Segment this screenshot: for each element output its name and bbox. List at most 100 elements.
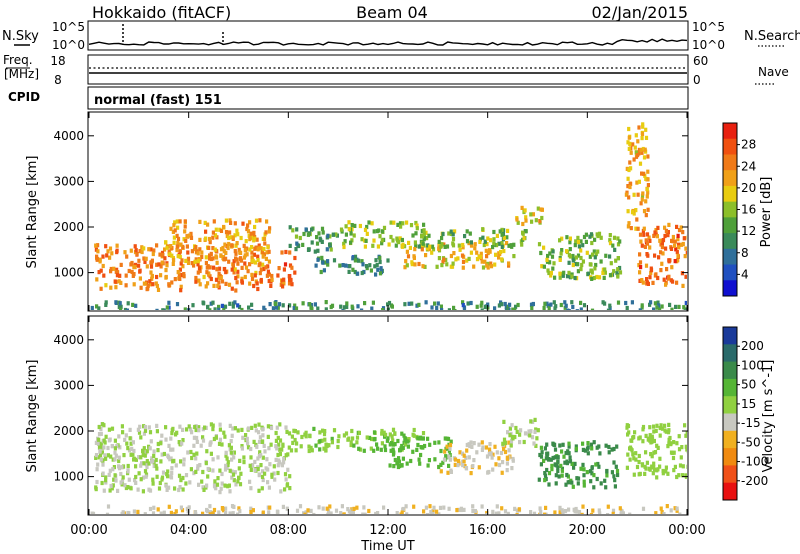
heatmap-cell bbox=[635, 217, 639, 222]
heatmap-cell bbox=[390, 434, 394, 439]
x-tick-label: 12:00 bbox=[369, 523, 406, 538]
heatmap-cell bbox=[193, 510, 198, 514]
heatmap-cell bbox=[155, 423, 159, 428]
heatmap-cell bbox=[546, 253, 550, 259]
heatmap-cell bbox=[196, 251, 200, 256]
heatmap-cell bbox=[147, 247, 151, 252]
heatmap-cell bbox=[648, 245, 652, 250]
heatmap-cell bbox=[646, 154, 650, 159]
heatmap-cell bbox=[201, 485, 205, 490]
heatmap-cell bbox=[283, 487, 287, 492]
heatmap-cell bbox=[241, 221, 245, 226]
heatmap-cell bbox=[481, 227, 485, 232]
colorbar-tick-label: 20 bbox=[741, 181, 756, 195]
heatmap-cell bbox=[94, 243, 98, 248]
heatmap-cell bbox=[170, 253, 174, 258]
heatmap-cell bbox=[244, 433, 248, 438]
heatmap-cell bbox=[260, 486, 264, 491]
heatmap-cell bbox=[200, 254, 204, 259]
heatmap-cell bbox=[501, 441, 505, 446]
heatmap-cell bbox=[248, 281, 252, 286]
heatmap-cell bbox=[601, 270, 605, 275]
heatmap-cell bbox=[230, 475, 234, 480]
heatmap-cell bbox=[121, 510, 125, 514]
heatmap-cell bbox=[567, 507, 571, 512]
heatmap-cell bbox=[488, 248, 492, 253]
heatmap-cell bbox=[111, 483, 115, 488]
heatmap-cell bbox=[489, 451, 493, 456]
heatmap-cell bbox=[250, 245, 254, 250]
heatmap-cell bbox=[452, 251, 456, 256]
heatmap-cell bbox=[192, 452, 196, 457]
heatmap-cell bbox=[502, 235, 506, 241]
heatmap-cell bbox=[592, 440, 596, 445]
heatmap-cell bbox=[478, 237, 482, 242]
heatmap-cell bbox=[618, 506, 622, 511]
heatmap-cell bbox=[294, 247, 298, 252]
heatmap-cell bbox=[258, 435, 262, 440]
heatmap-cell bbox=[592, 473, 596, 478]
heatmap-cell bbox=[251, 258, 255, 263]
heatmap-cell bbox=[327, 443, 331, 448]
heatmap-cell bbox=[321, 428, 325, 433]
heatmap-cell bbox=[471, 508, 475, 514]
heatmap-cell bbox=[655, 234, 659, 239]
heatmap-cell bbox=[312, 426, 316, 431]
heatmap-cell bbox=[324, 300, 328, 305]
heatmap-cell bbox=[391, 427, 396, 432]
heatmap-cell bbox=[457, 458, 461, 464]
heatmap-cell bbox=[418, 461, 422, 466]
heatmap-cell bbox=[184, 473, 189, 478]
heatmap-cell bbox=[524, 215, 528, 220]
heatmap-cell bbox=[244, 265, 249, 270]
heatmap-cell bbox=[160, 477, 164, 482]
heatmap-cell bbox=[579, 248, 583, 253]
heatmap-cell bbox=[484, 445, 488, 450]
heatmap-cell bbox=[503, 509, 508, 514]
heatmap-cell bbox=[347, 227, 351, 232]
heatmap-cell bbox=[444, 454, 448, 459]
heatmap-cell bbox=[554, 463, 558, 468]
heatmap-cell bbox=[222, 224, 226, 230]
heatmap-cell bbox=[465, 442, 469, 448]
heatmap-cell bbox=[493, 306, 497, 310]
heatmap-cell bbox=[581, 441, 585, 446]
heatmap-cell bbox=[195, 451, 199, 456]
heatmap-cell bbox=[218, 437, 222, 442]
heatmap-cell bbox=[183, 219, 187, 224]
heatmap-cell bbox=[542, 245, 546, 250]
heatmap-cell bbox=[425, 513, 429, 514]
heatmap-cell bbox=[677, 245, 681, 250]
heatmap-cell bbox=[143, 512, 147, 514]
heatmap-cell bbox=[240, 307, 244, 310]
heatmap-cell bbox=[503, 449, 508, 455]
heatmap-cell bbox=[250, 250, 254, 255]
heatmap-cell bbox=[669, 508, 673, 513]
heatmap-cell bbox=[238, 256, 243, 261]
heatmap-cell bbox=[329, 511, 333, 514]
heatmap-cell bbox=[509, 443, 513, 448]
heatmap-cell bbox=[110, 426, 115, 431]
heatmap-cell bbox=[120, 465, 124, 470]
heatmap-cell bbox=[391, 238, 395, 243]
heatmap-cell bbox=[290, 282, 294, 287]
heatmap-cell bbox=[216, 455, 220, 460]
heatmap-cell bbox=[415, 447, 419, 452]
heatmap-cell bbox=[423, 443, 427, 449]
heatmap-cell bbox=[449, 231, 453, 236]
heatmap-cell bbox=[104, 478, 108, 483]
heatmap-cell bbox=[660, 510, 664, 514]
heatmap-cell bbox=[414, 243, 418, 248]
heatmap-cell bbox=[405, 512, 409, 514]
heatmap-cell bbox=[640, 243, 644, 248]
heatmap-cell bbox=[631, 142, 635, 147]
heatmap-cell bbox=[406, 439, 410, 444]
heatmap-cell bbox=[646, 190, 650, 195]
heatmap-cell bbox=[169, 436, 173, 441]
heatmap-cell bbox=[531, 212, 535, 217]
heatmap-cell bbox=[107, 472, 111, 477]
heatmap-cell bbox=[276, 435, 280, 440]
heatmap-cell bbox=[236, 274, 240, 279]
heatmap-cell bbox=[389, 220, 393, 225]
heatmap-cell bbox=[510, 466, 514, 471]
